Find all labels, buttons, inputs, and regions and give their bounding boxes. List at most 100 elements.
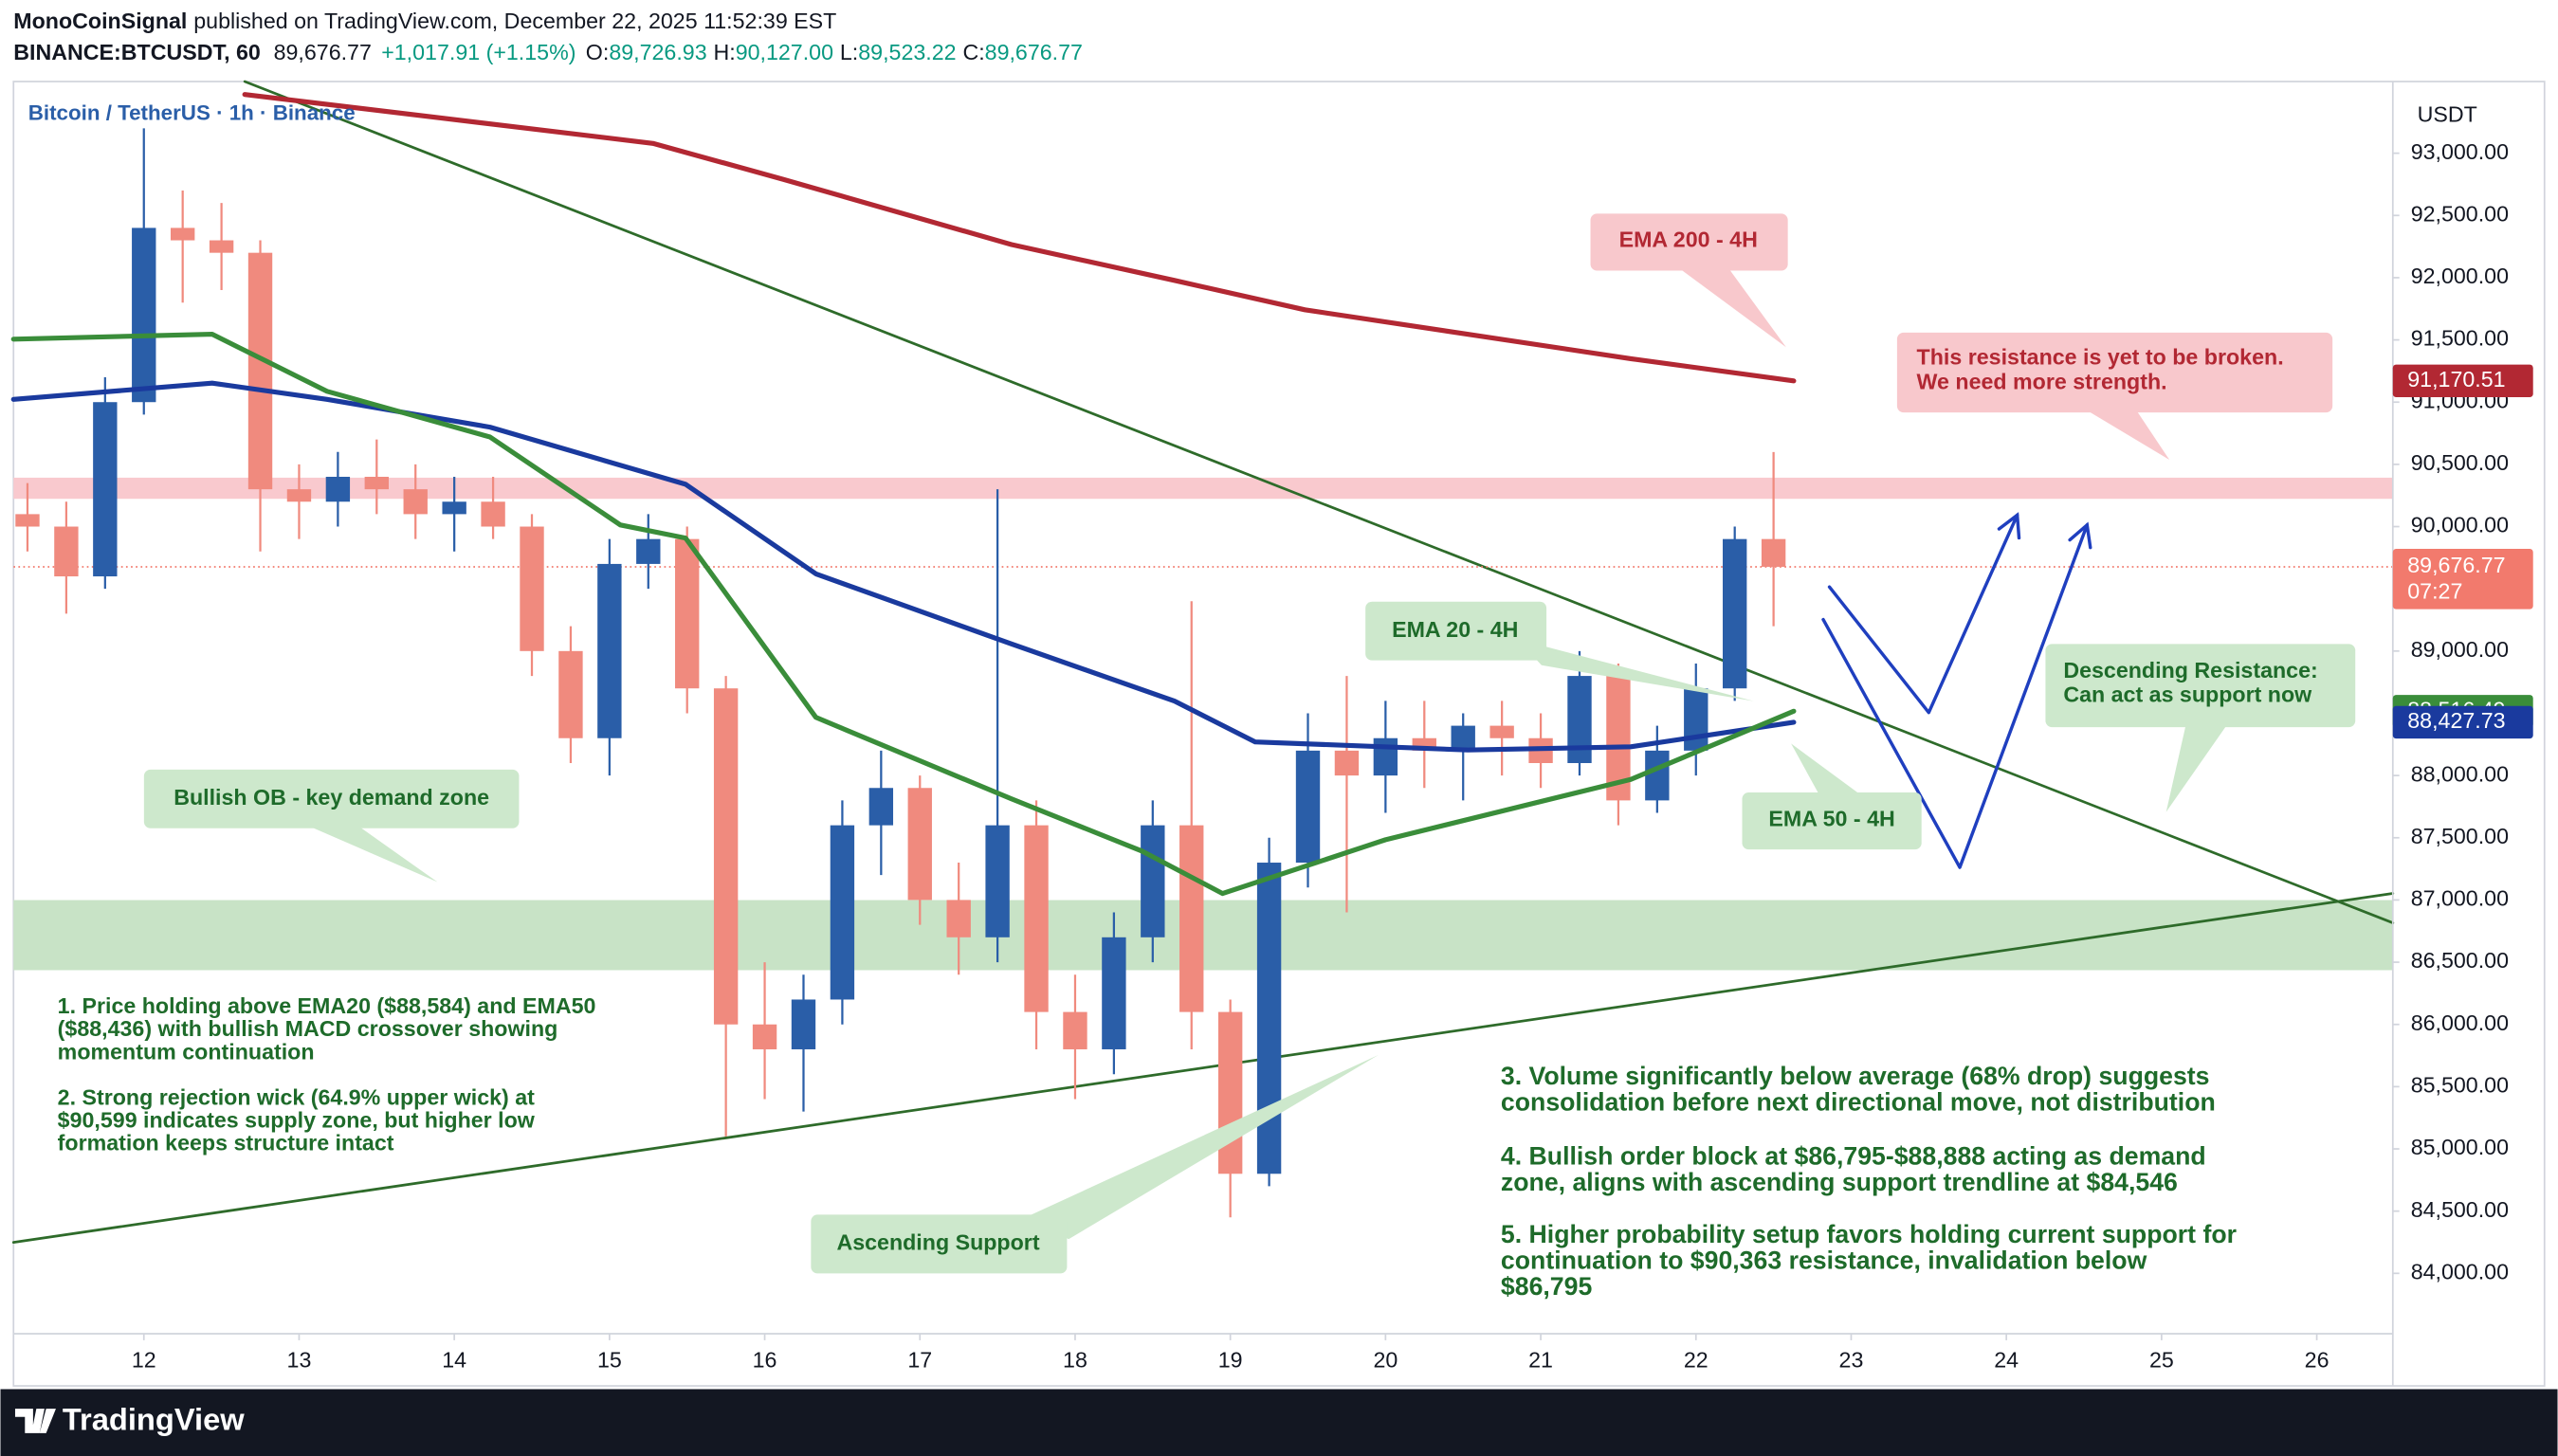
callout-pointer [2088, 410, 2170, 461]
notes: 1. Price holding above EMA20 ($88,584) a… [58, 993, 2237, 1301]
candle-body [1684, 688, 1708, 751]
note-line: $90,599 indicates supply zone, but highe… [58, 1108, 536, 1133]
x-tick-label: 18 [1063, 1347, 1087, 1372]
candle-body [1063, 1011, 1087, 1049]
callout-text: Ascending Support [836, 1230, 1039, 1255]
callout-text: EMA 20 - 4H [1392, 617, 1518, 642]
last-price-tag [2392, 549, 2533, 610]
callout-text: EMA 200 - 4H [1619, 228, 1758, 252]
candle-body [54, 526, 79, 577]
x-tick-label: 17 [907, 1347, 932, 1372]
y-tick-label: 90,500.00 [2411, 450, 2509, 475]
brand-logo [14, 1409, 56, 1433]
callout-box [811, 1214, 1068, 1274]
callout-text: We need more strength. [1917, 369, 2167, 393]
candle-body [946, 900, 971, 937]
annotation: Descending Resistance: Can act as suppor… [2045, 644, 2356, 812]
symbol-line: BINANCE:BTCUSDT, 60 89,676.77 +1,017.91 (+… [13, 40, 1083, 64]
x-tick-label: 15 [597, 1347, 622, 1372]
note-line: momentum continuation [58, 1039, 315, 1064]
author: MonoCoinSignal [13, 9, 187, 33]
last: 89,676.77 [274, 40, 372, 64]
candle-body [1645, 750, 1670, 801]
arrowhead [1997, 512, 2021, 540]
candle-body [1256, 863, 1282, 1174]
price-tag-label: 88,427.73 [2407, 708, 2505, 733]
countdown: 07:27 [2407, 579, 2462, 604]
candle-body [1295, 750, 1321, 864]
note-line: $86,795 [1501, 1272, 1593, 1301]
y-tick-label: 86,500.00 [2411, 948, 2509, 973]
callout-text: EMA 50 - 4H [1768, 806, 1894, 830]
header-line: MonoCoinSignal published on TradingView.c… [13, 9, 836, 33]
ohlc-key: H: [713, 40, 735, 64]
y-tick-label: 85,500.00 [2411, 1073, 2509, 1098]
note-line: 5. Higher probability setup favors holdi… [1501, 1220, 2237, 1248]
y-tick-label: 88,000.00 [2411, 761, 2509, 786]
note-line: 4. Bullish order block at $86,795-$88,88… [1501, 1141, 2206, 1170]
callout-box [1742, 792, 1922, 850]
candle-body [1761, 538, 1786, 567]
candle-body [675, 538, 700, 689]
candle-body [520, 526, 544, 651]
candle-body [1179, 825, 1204, 1012]
projection-path [1827, 513, 2019, 715]
note-line: formation keeps structure intact [58, 1131, 394, 1156]
y-tick-label: 84,500.00 [2411, 1197, 2509, 1222]
arrowhead [2068, 521, 2092, 550]
change: +1,017.91 (+1.15%) [381, 40, 576, 64]
annotation: This resistance is yet to be broken. We … [1896, 332, 2333, 461]
note-line: consolidation before next directional mo… [1501, 1088, 2216, 1117]
x-tick-label: 26 [2305, 1347, 2330, 1372]
note-line: continuation to $90,363 resistance, inva… [1501, 1246, 2147, 1274]
projection-path [1821, 523, 2090, 869]
y-tick-label: 92,000.00 [2411, 264, 2509, 288]
candle-body [907, 788, 932, 901]
ema-line [242, 92, 1797, 384]
ohlc-value: 90,127.00 [736, 40, 833, 64]
note-line: zone, aligns with ascending support tren… [1501, 1168, 2178, 1196]
x-tick-label: 20 [1373, 1347, 1398, 1372]
y-tick-label: 92,500.00 [2411, 201, 2509, 226]
published: published on TradingView.com, December 2… [193, 9, 836, 33]
footer-bar [0, 1389, 2558, 1456]
ohlc-key: C: [962, 40, 984, 64]
ohlc-value: 89,676.77 [985, 40, 1083, 64]
note-line: ($88,436) with bullish MACD crossover sh… [58, 1016, 558, 1041]
y-tick-label: 85,000.00 [2411, 1135, 2509, 1159]
candle-body [286, 489, 312, 502]
trendline [11, 892, 2395, 1244]
callout-box [1365, 601, 1547, 661]
y-tick-label: 93,000.00 [2411, 139, 2509, 164]
annotation: Ascending Support [811, 1054, 1379, 1274]
x-tick-label: 24 [1994, 1347, 2019, 1372]
candle-body [752, 1024, 777, 1049]
ohlc-value: 89,523.22 [858, 40, 956, 64]
candle-body [247, 252, 273, 490]
candle-body [1451, 725, 1475, 751]
price-zone [13, 477, 2393, 500]
candle-body [597, 563, 622, 738]
x-tick-label: 19 [1218, 1347, 1243, 1372]
callout-text: Can act as support now [2063, 682, 2312, 707]
axis-unit: USDT [2418, 101, 2477, 126]
brand-name: TradingView [63, 1402, 245, 1437]
candle-body [15, 514, 40, 527]
y-tick-label: 87,500.00 [2411, 824, 2509, 848]
ohlc-key: L: [840, 40, 858, 64]
candle-body [132, 228, 156, 403]
callout-box [1896, 332, 2333, 413]
annotation: Bullish OB - key demand zone [143, 769, 520, 883]
x-tick-label: 22 [1684, 1347, 1708, 1372]
chart-subtitle: Bitcoin / TetherUS · 1h · Binance [28, 100, 356, 124]
plot-area [10, 80, 2395, 1244]
x-tick-label: 14 [442, 1347, 466, 1372]
callout-text: Bullish OB - key demand zone [174, 785, 489, 810]
ema-line [10, 380, 1797, 753]
ema-line [10, 331, 1797, 897]
candle-body [93, 402, 118, 577]
x-tick-label: 16 [753, 1347, 777, 1372]
x-tick-label: 13 [287, 1347, 312, 1372]
price-tag [2392, 364, 2533, 398]
